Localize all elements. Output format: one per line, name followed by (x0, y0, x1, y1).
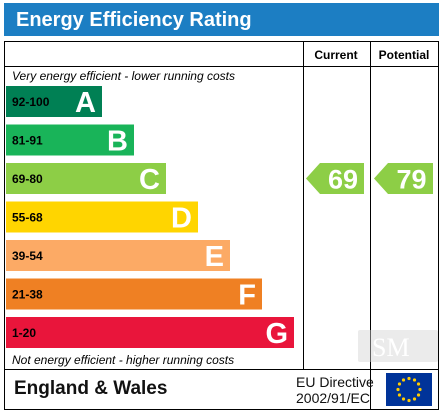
current-rating-arrow (306, 163, 364, 194)
band-c: 69-80 C (6, 163, 166, 196)
eu-star (407, 398, 411, 403)
eu-star (397, 393, 402, 397)
band-d: 55-68 D (6, 201, 198, 235)
current-column-header: Current (314, 48, 357, 62)
eu-star (401, 378, 406, 382)
band-letter: D (171, 203, 192, 235)
band-range-label: 1-20 (12, 326, 36, 340)
band-bar (6, 240, 230, 271)
band-bar (6, 86, 102, 117)
band-bar (6, 163, 166, 194)
band-letter: G (265, 318, 288, 350)
potential-column-header: Potential (379, 48, 430, 62)
potential-rating-value: 79 (396, 165, 426, 195)
eu-directive-line2: 2002/91/EC (296, 390, 370, 406)
bottom-note: Not energy efficient - higher running co… (12, 353, 234, 367)
band-letter: A (75, 87, 96, 119)
band-f: 21-38 F (6, 278, 262, 312)
chart-title: Energy Efficiency Rating (16, 9, 252, 31)
band-letter: B (107, 126, 128, 158)
eu-flag-icon (386, 373, 432, 406)
band-range-label: 81-91 (12, 134, 43, 148)
band-letter: E (205, 241, 224, 273)
eu-star (396, 387, 400, 392)
current-rating: 69 (306, 163, 364, 195)
eu-star (416, 382, 421, 386)
current-rating-value: 69 (328, 165, 358, 195)
eu-star (412, 397, 417, 401)
band-bar (6, 124, 134, 156)
chart-frame (4, 41, 439, 410)
rating-bands: 92-100 A 81-91 B 69-80 C 55-68 D 39-54 E 21-38 F 1-2… (6, 86, 294, 350)
eu-directive: EU Directive 2002/91/EC (296, 374, 374, 406)
band-letter: C (139, 164, 160, 196)
band-e: 39-54 E (6, 240, 230, 273)
eu-directive-line1: EU Directive (296, 374, 374, 390)
band-bar (6, 317, 294, 348)
band-range-label: 55-68 (12, 211, 43, 225)
band-a: 92-100 A (6, 86, 102, 119)
band-letter: F (238, 280, 256, 312)
band-b: 81-91 B (6, 124, 134, 158)
eu-star (397, 382, 402, 386)
potential-rating: 79 (374, 163, 433, 195)
band-range-label: 92-100 (12, 95, 50, 109)
band-g: 1-20 G (6, 317, 294, 350)
band-bar (6, 278, 262, 310)
eu-star (418, 387, 422, 392)
svg-text:SM: SM (372, 333, 410, 362)
title-bar: Energy Efficiency Rating (4, 3, 439, 36)
eu-star (407, 376, 411, 381)
band-range-label: 21-38 (12, 288, 43, 302)
footer-region: England & Wales (14, 378, 168, 399)
watermark-logo: SM (358, 330, 438, 362)
potential-rating-arrow (374, 163, 433, 194)
eu-star (401, 397, 406, 401)
band-range-label: 69-80 (12, 172, 43, 186)
eu-star (416, 393, 421, 397)
top-note: Very energy efficient - lower running co… (12, 69, 235, 83)
band-bar (6, 201, 198, 233)
band-range-label: 39-54 (12, 249, 43, 263)
eu-star (412, 378, 417, 382)
rating-indicators: 69 79 (306, 163, 433, 195)
